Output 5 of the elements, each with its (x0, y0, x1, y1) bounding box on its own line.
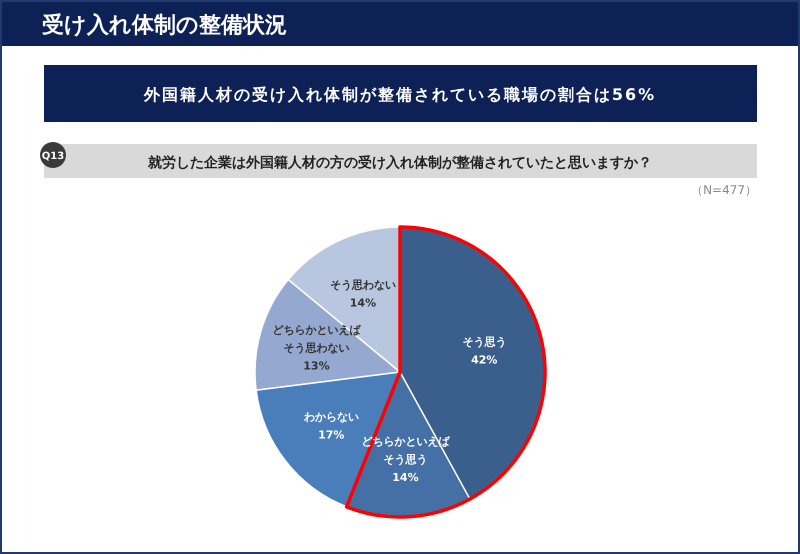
text: Q13 (42, 151, 64, 162)
text: 就労した企業は外国籍人材の方の受け入れ体制が整備されていたと思いますか？ (147, 154, 652, 171)
chart-subtitle: 外国籍人材の受け入れ体制が整備されている職場の割合は56% (142, 85, 656, 104)
text: （N=477） (691, 183, 757, 197)
chart-title: 受け入れ体制の整備状況 (42, 13, 287, 38)
